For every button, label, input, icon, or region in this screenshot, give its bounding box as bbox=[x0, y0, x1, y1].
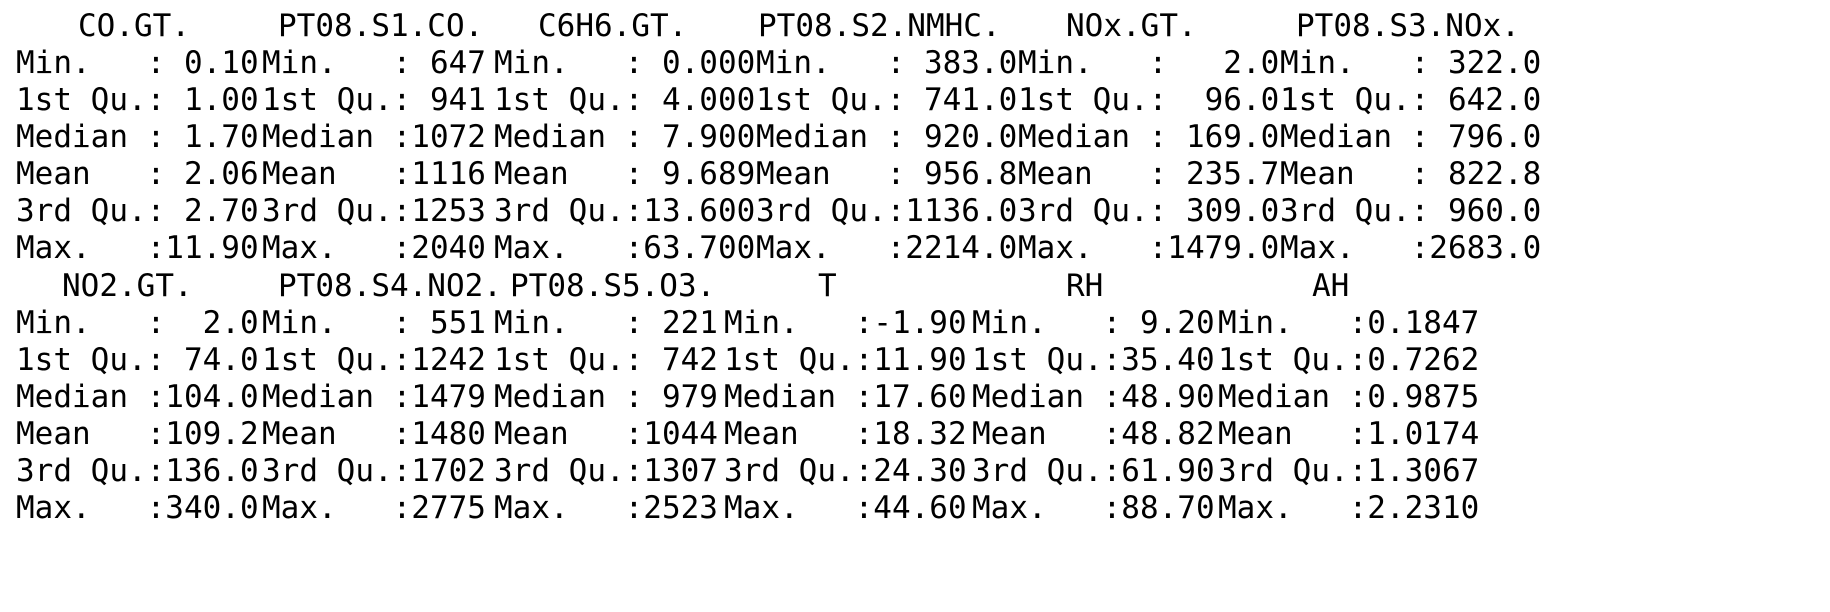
summary-stat-cell: Median : 7.900 bbox=[494, 119, 756, 155]
summary-stat-line: Median :104.0 Median :1479 Median : 979 Med… bbox=[0, 375, 1830, 419]
summary-stat-cell: Max. :44.60 bbox=[724, 490, 967, 526]
summary-stat-cell: 3rd Qu.: 309.0 bbox=[1018, 193, 1280, 229]
summary-stat-cell: 3rd Qu.:1702 bbox=[262, 453, 486, 489]
column-header: NO2.GT. bbox=[62, 268, 193, 304]
summary-stat-line: Min. : 0.10 Min. : 647 Min. : 0.000 Min. : … bbox=[0, 41, 1830, 85]
summary-stat-cell: Mean :1480 bbox=[262, 416, 486, 452]
column-header: T bbox=[818, 268, 837, 304]
summary-stat-cell: Mean : 2.06 bbox=[16, 156, 259, 192]
summary-stat-cell: Mean : 822.8 bbox=[1280, 156, 1542, 192]
summary-stat-cell: Mean : 9.689 bbox=[494, 156, 756, 192]
summary-stat-cell: Median :104.0 bbox=[16, 379, 259, 415]
summary-stat-cell: Min. : 0.10 bbox=[16, 45, 259, 81]
summary-stat-cell: 1st Qu.:11.90 bbox=[724, 342, 967, 378]
summary-stat-cell: Median :17.60 bbox=[724, 379, 967, 415]
summary-stat-cell: 3rd Qu.:1.3067 bbox=[1218, 453, 1480, 489]
summary-stat-cell: 3rd Qu.:1136.0 bbox=[756, 193, 1018, 229]
summary-stat-cell: 1st Qu.: 642.0 bbox=[1280, 82, 1542, 118]
summary-stat-cell: Max. :1479.0 bbox=[1018, 230, 1280, 266]
summary-stat-cell: Mean : 956.8 bbox=[756, 156, 1018, 192]
summary-stat-cell: Max. :2523 bbox=[494, 490, 718, 526]
summary-stat-cell: Median :0.9875 bbox=[1218, 379, 1480, 415]
summary-stat-line: Max. :11.90 Max. :2040 Max. :63.700 Max. :2… bbox=[0, 226, 1830, 270]
column-header: NOx.GT. bbox=[1066, 8, 1197, 44]
summary-stat-cell: Min. : 551 bbox=[262, 305, 486, 341]
summary-stat-cell: Max. :11.90 bbox=[16, 230, 259, 266]
summary-stat-cell: Max. :2214.0 bbox=[756, 230, 1018, 266]
summary-stat-cell: Min. :0.1847 bbox=[1218, 305, 1480, 341]
summary-stat-cell: Max. :63.700 bbox=[494, 230, 756, 266]
summary-stat-cell: 1st Qu.:1242 bbox=[262, 342, 486, 378]
summary-stat-cell: Mean :109.2 bbox=[16, 416, 259, 452]
column-header: PT08.S3.NOx. bbox=[1296, 8, 1520, 44]
column-header: PT08.S2.NMHC. bbox=[758, 8, 1001, 44]
summary-header-line: NO2.GT. PT08.S4.NO2. PT08.S5.O3. T RH AH bbox=[0, 264, 1830, 308]
summary-stat-cell: Min. : 2.0 bbox=[1018, 45, 1280, 81]
summary-stat-cell: Min. : 322.0 bbox=[1280, 45, 1542, 81]
summary-stat-line: 3rd Qu.:136.0 3rd Qu.:1702 3rd Qu.:1307 3rd… bbox=[0, 449, 1830, 493]
summary-stat-cell: Min. : 2.0 bbox=[16, 305, 259, 341]
summary-stat-cell: Min. : 383.0 bbox=[756, 45, 1018, 81]
summary-stat-cell: 3rd Qu.: 960.0 bbox=[1280, 193, 1542, 229]
summary-stat-cell: 3rd Qu.: 2.70 bbox=[16, 193, 259, 229]
summary-stat-cell: Max. :2775 bbox=[262, 490, 486, 526]
summary-stat-cell: Mean :1116 bbox=[262, 156, 486, 192]
summary-stat-cell: Mean :18.32 bbox=[724, 416, 967, 452]
summary-stat-cell: 1st Qu.: 4.000 bbox=[494, 82, 756, 118]
column-header: C6H6.GT. bbox=[538, 8, 688, 44]
summary-stat-cell: 3rd Qu.:1307 bbox=[494, 453, 718, 489]
summary-stat-line: 3rd Qu.: 2.70 3rd Qu.:1253 3rd Qu.:13.600 3… bbox=[0, 189, 1830, 233]
column-header: PT08.S5.O3. bbox=[510, 268, 716, 304]
summary-stat-line: Max. :340.0 Max. :2775 Max. :2523 Max. :44.… bbox=[0, 486, 1830, 530]
column-header: CO.GT. bbox=[78, 8, 190, 44]
summary-stat-cell: Min. : 221 bbox=[494, 305, 718, 341]
summary-stat-cell: 3rd Qu.:61.90 bbox=[972, 453, 1215, 489]
summary-stat-line: Mean : 2.06 Mean :1116 Mean : 9.689 Mean : … bbox=[0, 152, 1830, 196]
summary-header-line: CO.GT. PT08.S1.CO. C6H6.GT. PT08.S2.NMHC. NO… bbox=[0, 4, 1830, 48]
summary-stat-cell: Max. :2.2310 bbox=[1218, 490, 1480, 526]
column-header: RH bbox=[1066, 268, 1104, 304]
summary-stat-cell: 1st Qu.: 741.0 bbox=[756, 82, 1018, 118]
summary-stat-cell: 3rd Qu.:1253 bbox=[262, 193, 486, 229]
summary-stat-cell: 1st Qu.: 96.0 bbox=[1018, 82, 1280, 118]
summary-stat-line: Min. : 2.0 Min. : 551 Min. : 221 Min. :-1.9… bbox=[0, 301, 1830, 345]
summary-stat-cell: Median : 979 bbox=[494, 379, 718, 415]
column-header: PT08.S4.NO2. bbox=[278, 268, 502, 304]
summary-stat-cell: Mean : 235.7 bbox=[1018, 156, 1280, 192]
column-header: AH bbox=[1312, 268, 1350, 304]
summary-stat-cell: Mean :48.82 bbox=[972, 416, 1215, 452]
summary-stat-cell: Max. :2040 bbox=[262, 230, 486, 266]
summary-stat-cell: 1st Qu.: 941 bbox=[262, 82, 486, 118]
summary-stat-cell: Median : 796.0 bbox=[1280, 119, 1542, 155]
summary-stat-cell: Median :1072 bbox=[262, 119, 486, 155]
summary-stat-cell: 1st Qu.: 74.0 bbox=[16, 342, 259, 378]
summary-stat-cell: 1st Qu.:35.40 bbox=[972, 342, 1215, 378]
summary-stat-cell: 3rd Qu.:24.30 bbox=[724, 453, 967, 489]
summary-stat-cell: Max. :88.70 bbox=[972, 490, 1215, 526]
summary-stat-line: 1st Qu.: 74.0 1st Qu.:1242 1st Qu.: 742 1st… bbox=[0, 338, 1830, 382]
summary-stat-cell: Min. : 647 bbox=[262, 45, 486, 81]
summary-stat-cell: 3rd Qu.:136.0 bbox=[16, 453, 259, 489]
summary-stat-cell: Median :1479 bbox=[262, 379, 486, 415]
summary-stat-cell: Median : 169.0 bbox=[1018, 119, 1280, 155]
summary-stat-cell: 1st Qu.: 1.00 bbox=[16, 82, 259, 118]
column-header: PT08.S1.CO. bbox=[278, 8, 484, 44]
summary-stat-cell: Median :48.90 bbox=[972, 379, 1215, 415]
summary-stat-cell: Min. :-1.90 bbox=[724, 305, 967, 341]
summary-stat-cell: Max. :340.0 bbox=[16, 490, 259, 526]
summary-stat-line: Median : 1.70 Median :1072 Median : 7.900 M… bbox=[0, 115, 1830, 159]
summary-stat-cell: 1st Qu.:0.7262 bbox=[1218, 342, 1480, 378]
summary-stat-cell: 3rd Qu.:13.600 bbox=[494, 193, 756, 229]
summary-stat-line: 1st Qu.: 1.00 1st Qu.: 941 1st Qu.: 4.000 1… bbox=[0, 78, 1830, 122]
summary-stat-cell: Min. : 9.20 bbox=[972, 305, 1215, 341]
summary-stat-line: Mean :109.2 Mean :1480 Mean :1044 Mean :18.… bbox=[0, 412, 1830, 456]
summary-stat-cell: Min. : 0.000 bbox=[494, 45, 756, 81]
summary-stat-cell: Median : 1.70 bbox=[16, 119, 259, 155]
summary-stat-cell: Mean :1.0174 bbox=[1218, 416, 1480, 452]
summary-stat-cell: Median : 920.0 bbox=[756, 119, 1018, 155]
summary-stat-cell: 1st Qu.: 742 bbox=[494, 342, 718, 378]
summary-stat-cell: Max. :2683.0 bbox=[1280, 230, 1542, 266]
summary-stat-cell: Mean :1044 bbox=[494, 416, 718, 452]
